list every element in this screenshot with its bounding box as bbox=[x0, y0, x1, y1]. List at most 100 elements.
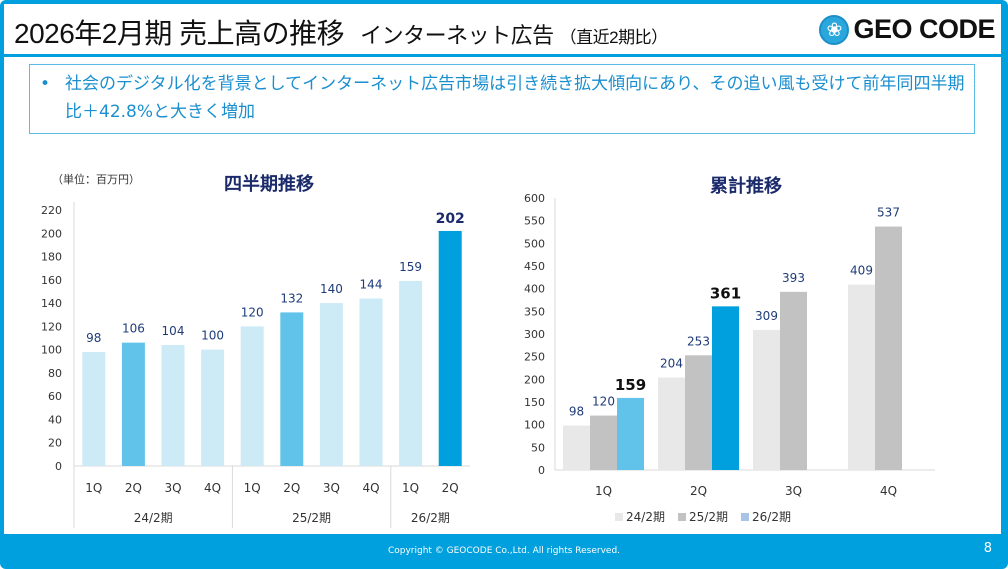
data-label: 159 bbox=[615, 376, 646, 394]
x-tick-label: 1Q bbox=[244, 481, 261, 495]
data-label: 140 bbox=[320, 282, 343, 296]
bar bbox=[82, 351, 106, 466]
y-tick-label: 180 bbox=[41, 251, 62, 264]
data-label: 98 bbox=[569, 405, 584, 419]
bar bbox=[319, 303, 343, 466]
group-label: 25/2期 bbox=[292, 511, 331, 525]
y-tick-label: 0 bbox=[55, 460, 62, 473]
bar bbox=[590, 415, 617, 470]
data-label: 253 bbox=[687, 334, 710, 348]
summary-text: 社会のデジタル化を背景としてインターネット広告市場は引き続き拡大傾向にあり、その… bbox=[65, 74, 965, 122]
x-tick-label: 1Q bbox=[85, 481, 102, 495]
x-tick-label: 4Q bbox=[204, 481, 221, 495]
data-label: 98 bbox=[86, 331, 101, 345]
y-tick-label: 600 bbox=[524, 192, 545, 205]
cumulative-chart: 0 50 100 150 200 250 300 350 400 450 500 550 600 98 12… bbox=[524, 192, 935, 524]
x-tick-label: 1Q bbox=[595, 484, 612, 498]
y-tick-label: 120 bbox=[41, 320, 62, 333]
bar bbox=[438, 230, 462, 466]
page-title: 2026年2月期 売上高の推移 インターネット広告 （直近2期比） bbox=[14, 12, 668, 52]
y-tick-label: 20 bbox=[48, 437, 62, 450]
data-label: 202 bbox=[436, 211, 465, 227]
data-label: 204 bbox=[660, 357, 683, 371]
data-label: 104 bbox=[162, 324, 185, 338]
y-tick-label: 300 bbox=[524, 328, 545, 341]
bar bbox=[563, 425, 590, 470]
data-label: 393 bbox=[782, 271, 805, 285]
y-tick-label: 200 bbox=[41, 227, 62, 240]
x-tick-label: 3Q bbox=[323, 481, 340, 495]
y-tick-label: 200 bbox=[524, 373, 545, 386]
legend-swatch bbox=[741, 513, 749, 521]
y-tick-label: 40 bbox=[48, 413, 62, 426]
unit-label: （単位：百万円） bbox=[52, 173, 140, 186]
x-tick-label: 2Q bbox=[442, 481, 459, 495]
bar bbox=[753, 329, 780, 470]
legend-swatch bbox=[615, 513, 623, 521]
bar bbox=[240, 326, 264, 466]
y-tick-label: 150 bbox=[524, 396, 545, 409]
x-tick-label: 1Q bbox=[402, 481, 419, 495]
data-label: 144 bbox=[360, 277, 383, 291]
data-label: 120 bbox=[592, 395, 615, 409]
flower-crest-icon bbox=[819, 14, 850, 45]
y-tick-label: 50 bbox=[531, 441, 545, 454]
legend-swatch bbox=[678, 513, 686, 521]
y-tick-label: 100 bbox=[41, 344, 62, 357]
data-label: 309 bbox=[755, 309, 778, 323]
group-label: 26/2期 bbox=[411, 511, 450, 525]
data-label: 537 bbox=[877, 206, 900, 220]
data-label: 409 bbox=[850, 264, 873, 278]
data-label: 159 bbox=[399, 260, 422, 274]
y-tick-label: 100 bbox=[524, 419, 545, 432]
y-tick-label: 550 bbox=[524, 215, 545, 228]
bar bbox=[617, 397, 644, 470]
company-logo: GEO CODE bbox=[819, 14, 995, 45]
bar bbox=[848, 284, 875, 470]
bar bbox=[121, 342, 145, 466]
bar bbox=[712, 306, 739, 470]
summary-box: • 社会のデジタル化を背景としてインターネット広告市場は引き続き拡大傾向にあり、… bbox=[29, 64, 975, 134]
y-tick-label: 450 bbox=[524, 260, 545, 273]
bar bbox=[658, 377, 685, 470]
y-tick-label: 140 bbox=[41, 297, 62, 310]
legend-label: 24/2期 bbox=[626, 510, 665, 524]
bar bbox=[280, 312, 304, 466]
title-note: （直近2期比） bbox=[559, 28, 668, 47]
logo-text: GEO CODE bbox=[853, 14, 995, 44]
bar bbox=[399, 280, 423, 466]
y-tick-label: 350 bbox=[524, 305, 545, 318]
x-tick-label: 2Q bbox=[125, 481, 142, 495]
bar bbox=[161, 344, 185, 466]
x-tick-label: 4Q bbox=[362, 481, 379, 495]
bar bbox=[359, 298, 383, 466]
bar bbox=[685, 355, 712, 470]
y-tick-label: 80 bbox=[48, 367, 62, 380]
title-subtitle: インターネット広告 bbox=[360, 23, 554, 48]
x-tick-label: 3Q bbox=[785, 484, 802, 498]
y-tick-label: 60 bbox=[48, 390, 62, 403]
x-tick-label: 3Q bbox=[164, 481, 181, 495]
page-number: 8 bbox=[983, 541, 992, 556]
y-tick-label: 500 bbox=[524, 237, 545, 250]
y-tick-label: 220 bbox=[41, 204, 62, 217]
data-label: 120 bbox=[241, 305, 264, 319]
data-label: 132 bbox=[280, 291, 303, 305]
quarterly-chart: 0 20 40 60 80 100 120 140 160 180 200 220 98 1Q 106 2Q 1… bbox=[41, 202, 470, 528]
bar bbox=[201, 349, 225, 466]
y-tick-label: 0 bbox=[538, 464, 545, 477]
copyright: Copyright © GEOCODE Co.,Ltd. All rights … bbox=[387, 546, 621, 556]
data-label: 361 bbox=[710, 284, 741, 302]
cumulative-chart-title: 累計推移 bbox=[710, 176, 782, 197]
data-label: 106 bbox=[122, 322, 145, 336]
bar bbox=[780, 291, 807, 470]
x-tick-label: 2Q bbox=[690, 484, 707, 498]
data-label: 100 bbox=[201, 329, 224, 343]
legend-label: 25/2期 bbox=[689, 510, 728, 524]
y-tick-label: 160 bbox=[41, 274, 62, 287]
bar bbox=[875, 226, 902, 470]
quarterly-chart-title: 四半期推移 bbox=[224, 174, 314, 195]
x-tick-label: 2Q bbox=[283, 481, 300, 495]
bullet: • bbox=[40, 74, 51, 94]
